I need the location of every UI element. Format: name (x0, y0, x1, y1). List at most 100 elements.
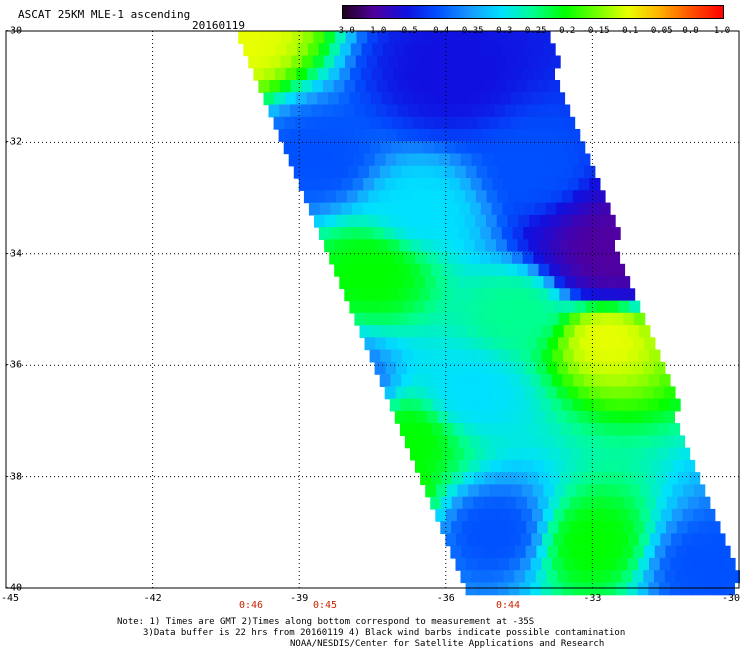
swath-cell (535, 570, 548, 584)
swath-cell (550, 423, 562, 436)
swath-cell (597, 276, 609, 289)
swath-cell (521, 92, 533, 106)
swath-cell (430, 472, 443, 485)
colorbar-tick-label: -0.05 (645, 26, 673, 36)
swath-cell (492, 570, 505, 584)
swath-cell (623, 288, 636, 302)
swath-cell (635, 472, 647, 485)
swath-cell (666, 521, 678, 535)
colorbar-tick-label: -0.1 (616, 26, 639, 36)
swath-cell (365, 288, 378, 302)
swath-cell (336, 165, 349, 179)
swath-cell (520, 141, 532, 155)
swath-cell (472, 129, 484, 142)
swath-cell (588, 410, 600, 424)
swath-cell (539, 447, 551, 461)
swath-cell (479, 67, 491, 81)
swath-cell (444, 374, 456, 387)
swath-cell (379, 190, 391, 204)
swath-cell (542, 116, 554, 130)
swath-cell (493, 153, 505, 167)
swath-cell (451, 312, 463, 326)
swath-cell (484, 472, 496, 485)
swath-cell (436, 251, 449, 265)
swath-cell (525, 570, 537, 584)
swath-cell (426, 227, 438, 240)
swath-cell (415, 227, 428, 240)
swath-cell (334, 55, 346, 69)
swath-cell (508, 374, 521, 387)
swath-cell (448, 410, 460, 424)
swath-cell (583, 398, 595, 412)
swath-cell (659, 582, 671, 596)
swath-cell (535, 361, 548, 375)
swath-cell (478, 484, 491, 498)
swath-cell (346, 190, 359, 204)
swath-cell (524, 386, 536, 400)
swath-cell (406, 386, 418, 400)
swath-cell (556, 202, 568, 216)
swath-cell (447, 435, 460, 449)
swath-cell (506, 55, 518, 69)
swath-cell (387, 80, 399, 93)
swath-cell (469, 43, 481, 57)
swath-cell (392, 92, 404, 106)
swath-cell (563, 533, 575, 547)
swath-cell (568, 337, 581, 351)
swath-cell (498, 141, 511, 155)
swath-cell (712, 582, 725, 596)
swath-cell (345, 263, 357, 277)
swath-cell (525, 129, 538, 142)
swath-cell (572, 398, 584, 412)
swath-cell (597, 251, 610, 265)
swath-cell (355, 80, 367, 93)
swath-cell (399, 239, 411, 253)
swath-cell (555, 227, 567, 240)
swath-cell (603, 239, 615, 253)
swath-cell (382, 276, 394, 289)
swath-cell (388, 55, 400, 69)
swath-cell (580, 521, 592, 535)
swath-cell (438, 386, 450, 400)
swath-cell (552, 349, 564, 363)
swath-cell (412, 165, 424, 179)
swath-cell (408, 80, 421, 93)
swath-cell (238, 31, 250, 44)
swath-cell (354, 104, 366, 118)
swath-cell (492, 361, 505, 375)
swath-cell (430, 496, 442, 510)
swath-cell (375, 312, 388, 326)
swath-cell (398, 288, 410, 302)
swath-cell (467, 300, 479, 314)
swath-cell (307, 43, 320, 57)
swath-cell (633, 545, 645, 559)
swath-cell (588, 202, 600, 216)
swath-cell (628, 508, 641, 522)
swath-cell (636, 423, 648, 436)
swath-cell (657, 447, 669, 461)
swath-cell (583, 582, 596, 596)
swath-cell (471, 545, 484, 559)
swath-cell (503, 361, 515, 375)
swath-cell (516, 496, 528, 510)
swath-cell (509, 141, 521, 155)
swath-cell (381, 116, 393, 130)
swath-cell (595, 349, 607, 363)
swath-cell (279, 80, 292, 93)
swath-cell (579, 153, 591, 167)
swath-cell (460, 570, 472, 584)
swath-cell (376, 104, 388, 118)
swath-cell (422, 190, 434, 204)
swath-cell (573, 349, 586, 363)
swath-cell (519, 374, 531, 387)
swath-cell (548, 496, 560, 510)
swath-cell (587, 459, 599, 473)
swath-cell (573, 141, 586, 155)
swath-cell (570, 496, 582, 510)
swath-cell (666, 496, 679, 510)
swath-cell (541, 165, 553, 179)
swath-cell (526, 521, 538, 535)
swath-cell (523, 435, 535, 449)
swath-cell (348, 141, 360, 155)
swath-cell (430, 80, 442, 93)
